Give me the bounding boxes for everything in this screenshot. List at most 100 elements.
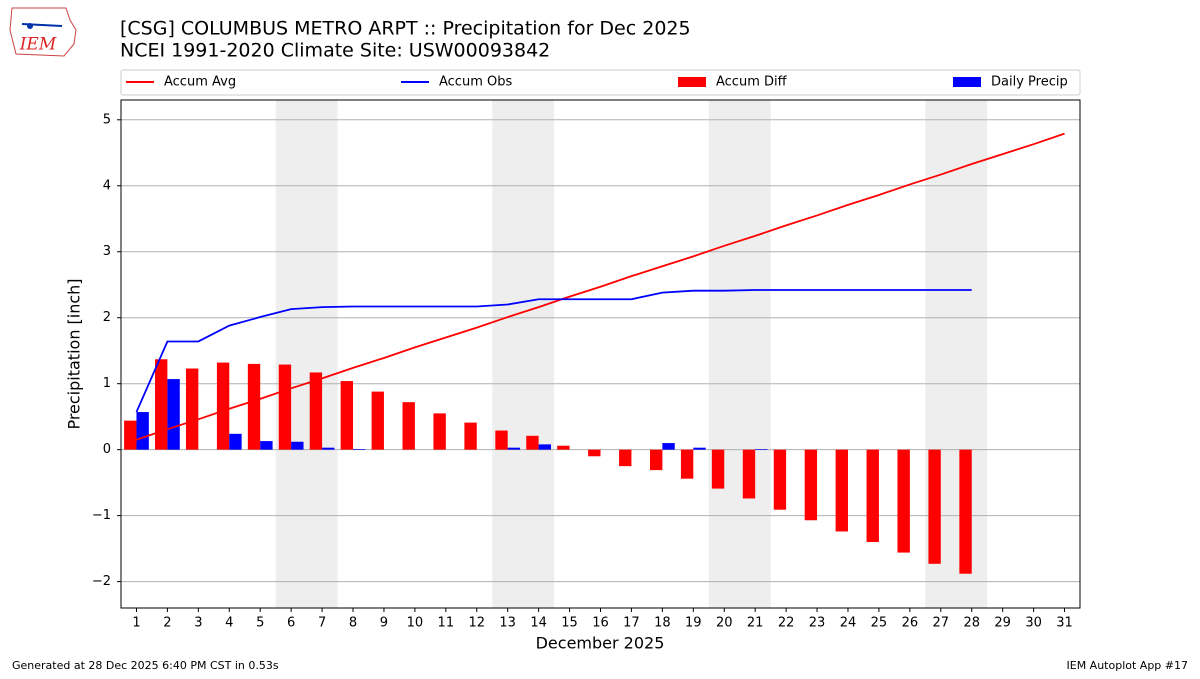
legend-label: Accum Avg: [164, 75, 236, 90]
y-tick-label: 1: [103, 376, 111, 391]
bar: [959, 449, 972, 574]
y-tick-label: 2: [103, 310, 111, 325]
y-tick-label: 5: [103, 112, 111, 127]
x-tick-label: 12: [468, 616, 485, 631]
legend-swatch: [678, 77, 706, 87]
x-tick-label: 14: [530, 616, 547, 631]
x-tick-label: 31: [1056, 616, 1073, 631]
bar: [928, 449, 941, 564]
legend-box: [120, 69, 1081, 96]
x-tick-label: 20: [716, 616, 733, 631]
plot-frame: [120, 99, 1081, 609]
x-tick-label: 2: [163, 616, 171, 631]
bar: [353, 449, 366, 450]
bar: [124, 420, 137, 450]
y-tick-label: 4: [103, 178, 111, 193]
bar: [340, 381, 354, 450]
legend-label: Daily Precip: [991, 75, 1068, 90]
bar: [322, 447, 335, 450]
bar: [662, 443, 675, 450]
x-tick-label: 10: [407, 616, 424, 631]
bar: [185, 368, 199, 450]
x-tick-label: 30: [1025, 616, 1042, 631]
bar: [649, 449, 663, 471]
bar: [278, 364, 292, 450]
footer-right: IEM Autoplot App #17: [1067, 659, 1189, 672]
y-tick-label: −1: [92, 508, 111, 523]
bar: [680, 449, 694, 479]
y-tick-label: 3: [103, 244, 111, 259]
x-tick-label: 25: [871, 616, 888, 631]
bar: [309, 372, 323, 450]
bar: [495, 430, 508, 450]
bar: [291, 441, 304, 450]
line: [136, 132, 1065, 441]
bar: [711, 449, 725, 489]
legend-label: Accum Obs: [439, 75, 512, 90]
x-tick-label: 27: [933, 616, 950, 631]
x-tick-label: 7: [318, 616, 326, 631]
logo-text: IEM: [19, 35, 57, 55]
logo: IEM: [9, 7, 77, 57]
bar: [155, 359, 168, 450]
bar: [371, 391, 384, 450]
line: [135, 289, 972, 413]
x-tick-label: 13: [499, 616, 516, 631]
x-tick-label: 6: [287, 616, 295, 631]
y-tick-label: 0: [103, 442, 111, 457]
x-tick-label: 21: [747, 616, 764, 631]
x-tick-label: 19: [685, 616, 702, 631]
x-tick-label: 18: [654, 616, 671, 631]
legend-swatch: [953, 77, 981, 87]
bar: [897, 449, 910, 553]
bar: [402, 402, 415, 450]
bar: [433, 413, 446, 450]
x-tick-label: 11: [438, 616, 455, 631]
chart-title: [CSG] COLUMBUS METRO ARPT :: Precipitati…: [120, 18, 691, 40]
x-tick-label: 4: [225, 616, 233, 631]
x-tick-label: 28: [963, 616, 980, 631]
legend-label: Accum Diff: [716, 75, 788, 90]
x-axis-label: December 2025: [536, 634, 665, 653]
bar: [866, 449, 879, 543]
bar: [755, 449, 768, 450]
x-tick-label: 15: [561, 616, 578, 631]
bar: [773, 449, 787, 510]
x-tick-label: 22: [778, 616, 795, 631]
bar: [557, 445, 570, 450]
y-axis-label: Precipitation [inch]: [65, 278, 84, 429]
bar: [588, 449, 601, 457]
bar: [619, 449, 632, 467]
weekend-span: [708, 100, 771, 608]
x-tick-label: 3: [194, 616, 202, 631]
bar: [216, 362, 230, 450]
weekend-span: [492, 100, 555, 608]
x-tick-label: 24: [840, 616, 857, 631]
bar: [742, 449, 756, 499]
bar: [167, 379, 180, 450]
bar: [260, 441, 273, 450]
x-tick-label: 29: [994, 616, 1011, 631]
bar: [526, 435, 539, 450]
bar: [229, 433, 242, 450]
footer-left: Generated at 28 Dec 2025 6:40 PM CST in …: [12, 659, 279, 672]
bar: [835, 449, 848, 532]
x-tick-label: 1: [132, 616, 140, 631]
bar: [464, 422, 477, 450]
bar: [247, 363, 261, 450]
weekend-span: [275, 100, 338, 608]
x-tick-label: 8: [349, 616, 357, 631]
x-tick-label: 16: [592, 616, 609, 631]
x-tick-label: 26: [902, 616, 919, 631]
x-tick-label: 23: [809, 616, 826, 631]
bar: [136, 412, 149, 450]
x-tick-label: 5: [256, 616, 264, 631]
bar: [507, 447, 521, 450]
chart-subtitle: NCEI 1991-2020 Climate Site: USW00093842: [120, 40, 550, 62]
x-tick-label: 17: [623, 616, 640, 631]
y-tick-label: −2: [92, 574, 111, 589]
bar: [804, 449, 818, 521]
bar: [693, 447, 706, 450]
bar: [538, 444, 552, 450]
